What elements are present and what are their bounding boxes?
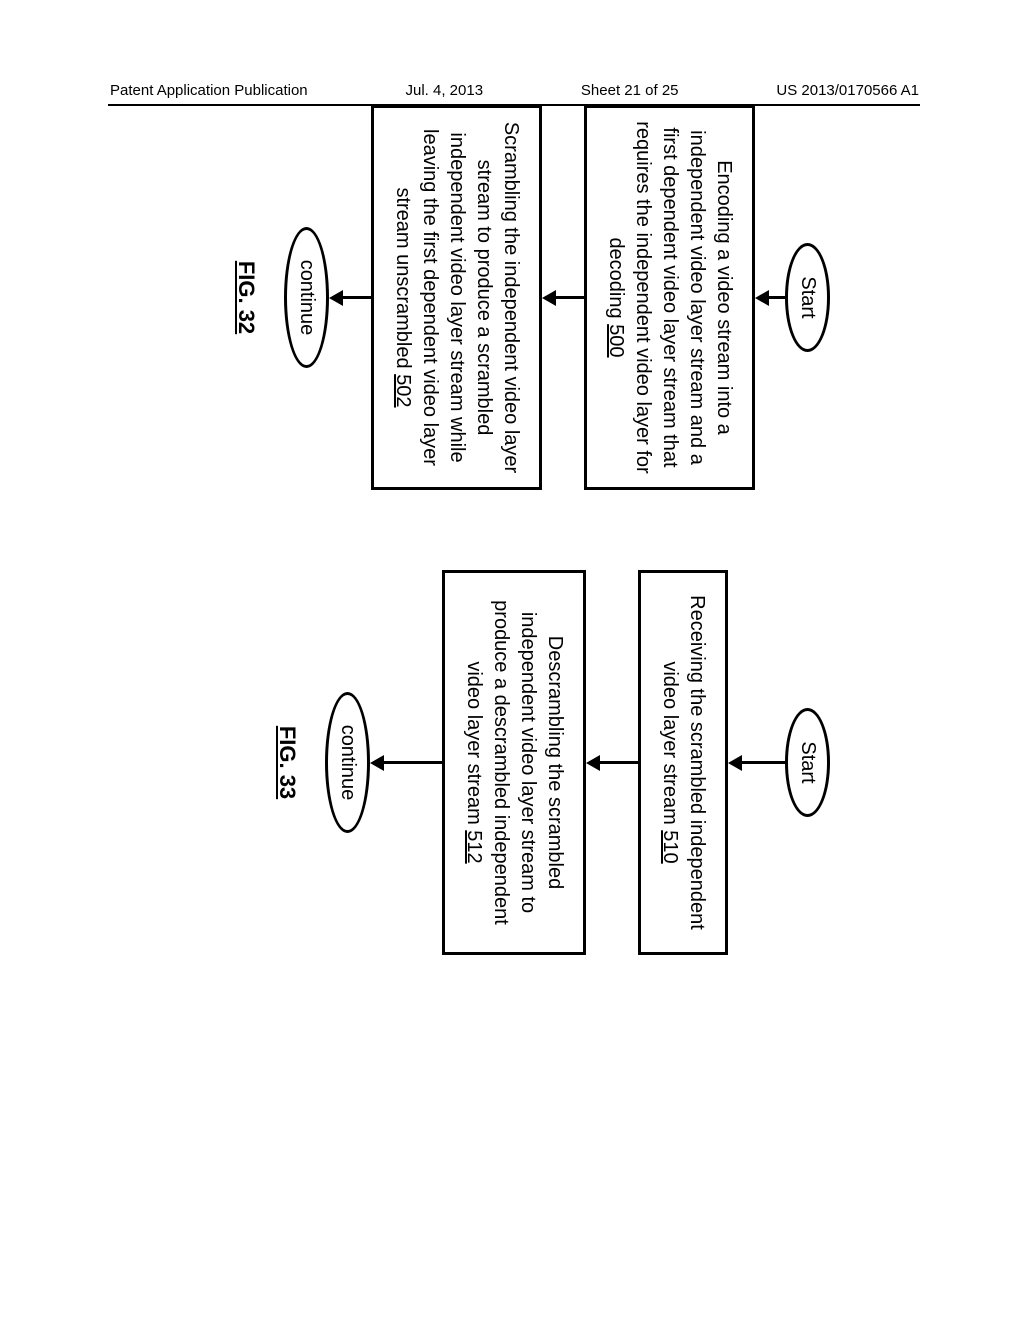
ref-number: 512 xyxy=(463,830,485,863)
page-header: Patent Application Publication Jul. 4, 2… xyxy=(0,82,1024,99)
process-text: Encoding a video stream into a independe… xyxy=(605,121,735,473)
connector xyxy=(767,296,785,299)
arrow-icon xyxy=(755,290,769,306)
connector xyxy=(341,296,371,299)
connector xyxy=(382,761,442,764)
start-terminal-fig33: Start xyxy=(785,708,830,816)
connector xyxy=(554,296,584,299)
header-appnum: US 2013/0170566 A1 xyxy=(776,82,919,99)
process-box-descramble: Descrambling the scrambled independent v… xyxy=(442,570,586,955)
continue-terminal-fig33: continue xyxy=(325,692,370,834)
ref-number: 510 xyxy=(659,830,681,863)
arrow-icon xyxy=(728,755,742,771)
flowchart-fig33: Start Receiving the scrambled independen… xyxy=(274,570,830,955)
connector xyxy=(740,761,785,764)
continue-terminal-fig32: continue xyxy=(284,227,329,369)
arrow-icon xyxy=(370,755,384,771)
header-sheet: Sheet 21 of 25 xyxy=(581,82,679,99)
header-date: Jul. 4, 2013 xyxy=(406,82,484,99)
flowchart-fig32: Start Encoding a video stream into a ind… xyxy=(233,105,830,490)
connector xyxy=(598,761,638,764)
process-box-receive: Receiving the scrambled independent vide… xyxy=(638,570,728,955)
ref-number: 500 xyxy=(605,324,627,357)
header-publication: Patent Application Publication xyxy=(110,82,308,99)
arrow-icon xyxy=(542,290,556,306)
ref-number: 502 xyxy=(392,374,414,407)
process-box-encode: Encoding a video stream into a independe… xyxy=(584,105,755,490)
process-box-scramble: Scrambling the independent video layer s… xyxy=(371,105,542,490)
diagram-container: Start Encoding a video stream into a ind… xyxy=(80,175,950,1005)
arrow-icon xyxy=(586,755,600,771)
figure-label-33: FIG. 33 xyxy=(274,726,300,799)
figure-label-32: FIG. 32 xyxy=(233,261,259,334)
process-text: Descrambling the scrambled independent v… xyxy=(463,600,566,925)
start-terminal-fig32: Start xyxy=(785,243,830,351)
process-text: Receiving the scrambled independent vide… xyxy=(659,595,708,930)
process-text: Scrambling the independent video layer s… xyxy=(392,122,522,473)
arrow-icon xyxy=(329,290,343,306)
